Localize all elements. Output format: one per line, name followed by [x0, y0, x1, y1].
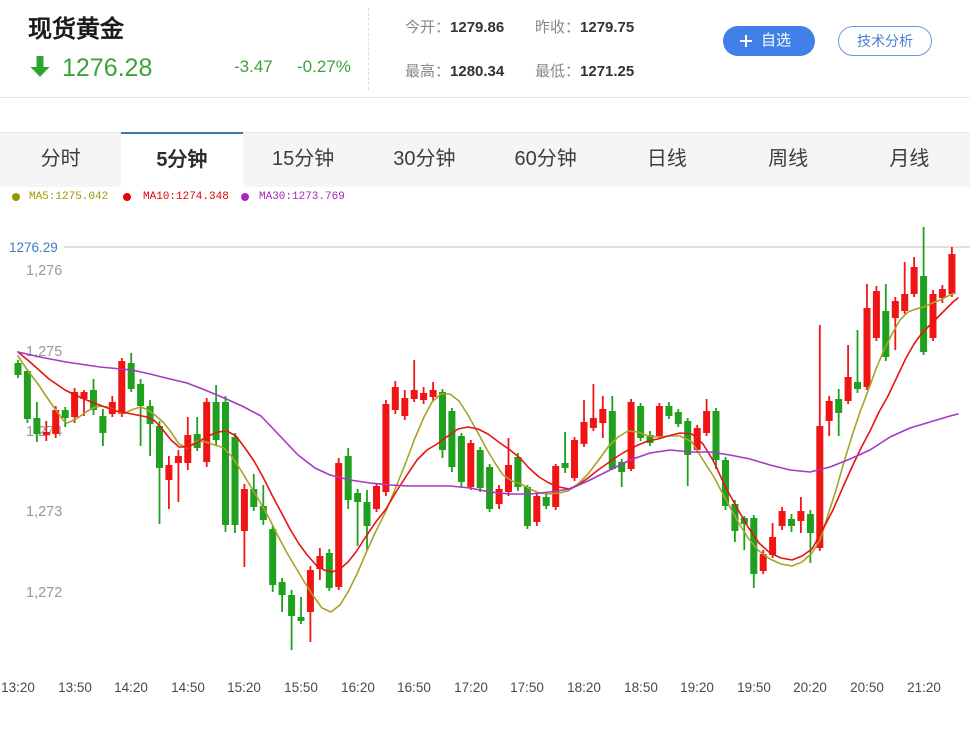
svg-text:18:50: 18:50 — [624, 680, 658, 695]
svg-text:14:50: 14:50 — [171, 680, 205, 695]
svg-text:16:20: 16:20 — [341, 680, 375, 695]
svg-text:17:20: 17:20 — [454, 680, 488, 695]
svg-text:1276.29: 1276.29 — [9, 240, 58, 255]
svg-text:15:50: 15:50 — [284, 680, 318, 695]
svg-text:18:20: 18:20 — [567, 680, 601, 695]
svg-text:1,276: 1,276 — [26, 263, 62, 279]
svg-text:19:50: 19:50 — [737, 680, 771, 695]
svg-text:16:50: 16:50 — [397, 680, 431, 695]
svg-text:1,273: 1,273 — [26, 504, 62, 520]
svg-text:14:20: 14:20 — [114, 680, 148, 695]
svg-text:20:50: 20:50 — [850, 680, 884, 695]
svg-text:1,272: 1,272 — [26, 585, 62, 601]
svg-text:21:20: 21:20 — [907, 680, 941, 695]
svg-text:13:50: 13:50 — [58, 680, 92, 695]
svg-text:17:50: 17:50 — [510, 680, 544, 695]
svg-text:20:20: 20:20 — [793, 680, 827, 695]
svg-text:15:20: 15:20 — [227, 680, 261, 695]
svg-text:13:20: 13:20 — [1, 680, 35, 695]
svg-text:19:20: 19:20 — [680, 680, 714, 695]
